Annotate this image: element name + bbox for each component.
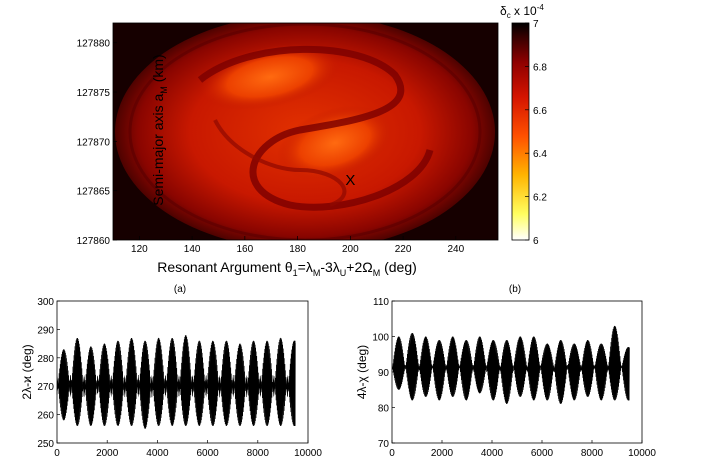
colorbar-title: δc x 10-4 bbox=[500, 3, 544, 20]
y-tick-label: 110 bbox=[373, 297, 389, 308]
xlabel-part: (deg) bbox=[380, 259, 417, 275]
heatmap-ring bbox=[128, 23, 482, 240]
line-panel-right: 0 2000 4000 6000 8000 10000 70 80 90 100 110 4λ-χ… bbox=[355, 297, 656, 459]
line-left-x-ticks: 0 2000 4000 6000 8000 10000 bbox=[54, 440, 322, 459]
x-tick-label: 4000 bbox=[481, 448, 504, 459]
ylabel-sub: M bbox=[159, 86, 169, 94]
xlabel-sub: 1 bbox=[293, 268, 298, 278]
line-left-y-axis-label: 2λ-ϰ (deg) bbox=[20, 344, 34, 399]
y-tick-label: 80 bbox=[378, 404, 390, 415]
colorbar-tick-label: 6.8 bbox=[533, 62, 547, 73]
xlabel-part: =λ bbox=[298, 259, 313, 275]
ylabel-part: (km) bbox=[150, 54, 166, 86]
colorbar-tick-label: 7 bbox=[533, 19, 539, 30]
x-tick-label: 6000 bbox=[531, 448, 554, 459]
line-right-y-axis-label: 4λ-χ (deg) bbox=[355, 345, 369, 399]
x-tick-label: 10000 bbox=[294, 448, 322, 459]
xlabel-sub: U bbox=[340, 268, 347, 278]
heatmap-y-axis-label: Semi-major axis aM (km) bbox=[150, 54, 169, 205]
xlabel-part: Resonant Argument θ bbox=[157, 259, 293, 275]
ylabel-part: Semi-major axis a bbox=[150, 93, 166, 205]
heatmap-y-tick-label: 127875 bbox=[77, 88, 111, 99]
xlabel-part: -3λ bbox=[320, 259, 339, 275]
heatmap-x-tick-label: 220 bbox=[395, 244, 412, 255]
caption-a: (a) bbox=[174, 284, 186, 295]
x-tick-label: 8000 bbox=[247, 448, 270, 459]
colorbar-tick-label: 6.2 bbox=[533, 193, 547, 204]
heatmap-x-tick-label: 140 bbox=[184, 244, 201, 255]
x-tick-label: 2000 bbox=[96, 448, 119, 459]
heatmap-y-tick-label: 127880 bbox=[77, 39, 111, 50]
heatmap-x-ticks: 120 140 160 180 200 220 240 bbox=[131, 236, 465, 255]
x-tick-label: 0 bbox=[389, 448, 395, 459]
heatmap-y-tick-label: 127865 bbox=[77, 187, 111, 198]
x-tick-label: 2000 bbox=[431, 448, 454, 459]
heatmap-x-tick-label: 240 bbox=[447, 244, 464, 255]
heatmap-frame bbox=[112, 22, 499, 241]
line-right-y-ticks: 70 80 90 100 110 bbox=[372, 297, 395, 450]
heatmap-marker-x: X bbox=[345, 172, 355, 189]
caption-b: (b) bbox=[509, 284, 521, 295]
x-tick-label: 6000 bbox=[196, 448, 219, 459]
y-tick-label: 270 bbox=[37, 382, 54, 393]
heatmap-image bbox=[115, 23, 495, 240]
heatmap-panel: 120 140 160 180 200 220 240 127860 127865 127870… bbox=[77, 3, 548, 278]
heatmap-x-axis-label: Resonant Argument θ1=λM-3λU+2ΩM (deg) bbox=[157, 259, 417, 278]
colorbar-tick-label: 6 bbox=[533, 236, 539, 247]
xlabel-sub: M bbox=[373, 268, 381, 278]
x-tick-label: 8000 bbox=[581, 448, 604, 459]
colorbar-title-mid: x 10 bbox=[511, 4, 537, 18]
heatmap-x-tick-label: 200 bbox=[342, 244, 359, 255]
heatmap-y-tick-label: 127870 bbox=[77, 137, 111, 148]
x-tick-label: 4000 bbox=[146, 448, 169, 459]
heatmap-separatrix bbox=[197, 45, 434, 211]
line-right-x-ticks: 0 2000 4000 6000 8000 10000 bbox=[389, 440, 656, 459]
colorbar-title-sub: c bbox=[507, 11, 511, 20]
y-tick-label: 250 bbox=[37, 439, 54, 450]
x-tick-label: 10000 bbox=[628, 448, 656, 459]
colorbar-tick-label: 6.6 bbox=[533, 106, 547, 117]
colorbar-tick-label: 6.4 bbox=[533, 149, 547, 160]
y-tick-label: 260 bbox=[37, 411, 54, 422]
line-left-series bbox=[56, 335, 296, 429]
x-tick-label: 0 bbox=[54, 448, 60, 459]
line-right-series bbox=[391, 325, 630, 404]
heatmap-x-tick-label: 180 bbox=[289, 244, 306, 255]
line-left-frame bbox=[56, 300, 309, 444]
y-tick-label: 70 bbox=[378, 439, 390, 450]
y-tick-label: 100 bbox=[372, 333, 389, 344]
colorbar-title-sup: -4 bbox=[537, 3, 545, 12]
xlabel-part: +2Ω bbox=[346, 259, 372, 275]
heatmap-center-lobe bbox=[276, 105, 394, 181]
colorbar-ticks: 6 6.2 6.4 6.6 6.8 7 bbox=[525, 19, 547, 247]
heatmap-y-ticks: 127860 127865 127870 127875 127880 bbox=[77, 39, 117, 247]
y-tick-label: 290 bbox=[37, 325, 54, 336]
series-line bbox=[391, 325, 630, 404]
series-line bbox=[56, 335, 296, 429]
y-tick-label: 90 bbox=[378, 368, 390, 379]
y-tick-label: 280 bbox=[37, 354, 54, 365]
y-tick-label: 300 bbox=[37, 297, 54, 308]
heatmap-y-tick-label: 127860 bbox=[77, 236, 111, 247]
colorbar-title-main: δ bbox=[500, 4, 507, 18]
xlabel-sub: M bbox=[313, 268, 321, 278]
heatmap-x-tick-label: 120 bbox=[131, 244, 148, 255]
line-panel-left: 0 2000 4000 6000 8000 10000 250 260 270 280 290 30… bbox=[20, 297, 322, 459]
heatmap-separatrix-inner bbox=[213, 119, 347, 207]
heatmap-x-tick-label: 160 bbox=[237, 244, 254, 255]
colorbar bbox=[511, 22, 530, 241]
line-left-y-ticks: 250 260 270 280 290 300 bbox=[37, 297, 60, 450]
